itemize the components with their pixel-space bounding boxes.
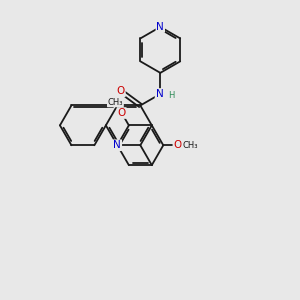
Text: O: O xyxy=(173,140,182,150)
Text: O: O xyxy=(117,86,125,96)
Text: CH₃: CH₃ xyxy=(108,98,123,106)
Text: N: N xyxy=(155,89,163,99)
Text: CH₃: CH₃ xyxy=(182,141,198,150)
Text: H: H xyxy=(168,91,175,100)
Text: O: O xyxy=(118,108,126,118)
Text: N: N xyxy=(113,140,121,150)
Text: N: N xyxy=(156,22,164,32)
